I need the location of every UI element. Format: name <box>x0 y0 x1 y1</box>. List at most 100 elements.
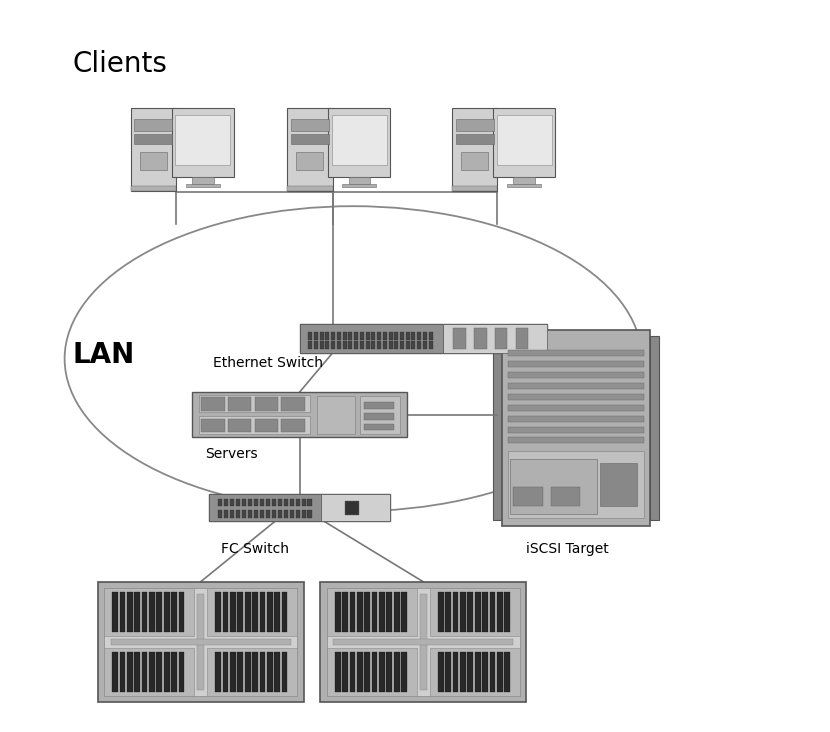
Bar <box>493 108 555 177</box>
Bar <box>236 510 240 518</box>
Bar <box>245 592 251 632</box>
Bar <box>497 592 503 632</box>
Bar <box>393 652 399 692</box>
Bar <box>266 498 270 507</box>
Bar <box>423 332 427 340</box>
Bar <box>349 177 370 184</box>
Bar <box>383 341 387 349</box>
Bar <box>507 405 644 411</box>
Bar <box>331 341 335 349</box>
Bar <box>372 652 378 692</box>
Bar <box>105 588 297 696</box>
Bar <box>287 186 333 191</box>
Bar <box>507 394 644 400</box>
Bar <box>443 324 547 353</box>
Bar <box>192 177 213 184</box>
Bar <box>507 351 644 356</box>
Bar <box>193 392 407 437</box>
Bar <box>308 332 312 340</box>
Bar <box>452 592 458 632</box>
Bar <box>379 652 385 692</box>
Bar <box>255 397 278 411</box>
Bar <box>127 652 133 692</box>
Bar <box>320 582 526 702</box>
Bar <box>201 419 225 432</box>
Bar <box>127 592 133 632</box>
Bar <box>377 332 381 340</box>
Bar <box>360 341 364 349</box>
Bar <box>357 592 363 632</box>
Bar <box>430 588 520 636</box>
Bar <box>400 332 404 340</box>
Bar <box>218 510 222 518</box>
Bar <box>493 335 501 520</box>
Bar <box>428 332 432 340</box>
Bar <box>281 652 287 692</box>
Bar <box>507 361 644 367</box>
Bar <box>438 652 444 692</box>
Bar <box>98 582 304 702</box>
Bar <box>178 652 184 692</box>
Bar <box>337 332 341 340</box>
Bar <box>134 135 173 143</box>
Bar <box>387 652 393 692</box>
Bar <box>120 592 125 632</box>
Bar <box>354 332 358 340</box>
Bar <box>325 332 330 340</box>
Bar <box>467 652 473 692</box>
Bar <box>149 652 155 692</box>
Bar <box>267 652 273 692</box>
Text: Ethernet Switch: Ethernet Switch <box>213 356 323 370</box>
Bar <box>428 341 432 349</box>
Bar <box>271 498 276 507</box>
Bar <box>222 592 228 632</box>
Bar <box>507 184 541 187</box>
Bar <box>401 652 407 692</box>
Bar <box>332 115 387 165</box>
Bar <box>650 335 659 520</box>
Bar <box>209 494 390 521</box>
Bar <box>364 402 394 408</box>
Bar <box>400 341 404 349</box>
Bar <box>394 332 398 340</box>
Bar <box>327 588 417 636</box>
Bar <box>490 652 496 692</box>
Bar <box>371 332 375 340</box>
Bar <box>510 459 597 514</box>
Bar <box>110 639 290 645</box>
Bar <box>446 592 451 632</box>
Bar <box>281 419 305 432</box>
Bar <box>406 341 410 349</box>
Bar <box>248 510 252 518</box>
Bar <box>365 332 369 340</box>
Bar <box>314 332 318 340</box>
Bar <box>242 510 246 518</box>
Bar <box>320 341 324 349</box>
Bar <box>130 108 176 191</box>
Bar <box>446 652 451 692</box>
Text: Servers: Servers <box>205 447 257 461</box>
Bar <box>209 494 321 521</box>
Bar <box>349 592 355 632</box>
Bar <box>301 498 305 507</box>
Bar <box>237 652 243 692</box>
Bar <box>420 594 427 690</box>
Bar <box>475 592 481 632</box>
Bar <box>201 397 225 411</box>
Bar <box>242 498 246 507</box>
Bar <box>134 119 173 131</box>
Bar <box>222 652 228 692</box>
Bar <box>208 648 297 696</box>
Bar <box>452 652 458 692</box>
Bar <box>394 341 398 349</box>
Bar <box>281 592 287 632</box>
Bar <box>274 652 280 692</box>
Bar <box>343 332 347 340</box>
Bar <box>406 332 410 340</box>
Bar <box>254 510 258 518</box>
Bar <box>507 416 644 422</box>
Text: FC Switch: FC Switch <box>222 542 290 556</box>
Bar <box>171 592 177 632</box>
Bar <box>260 652 266 692</box>
Bar <box>300 324 443 353</box>
